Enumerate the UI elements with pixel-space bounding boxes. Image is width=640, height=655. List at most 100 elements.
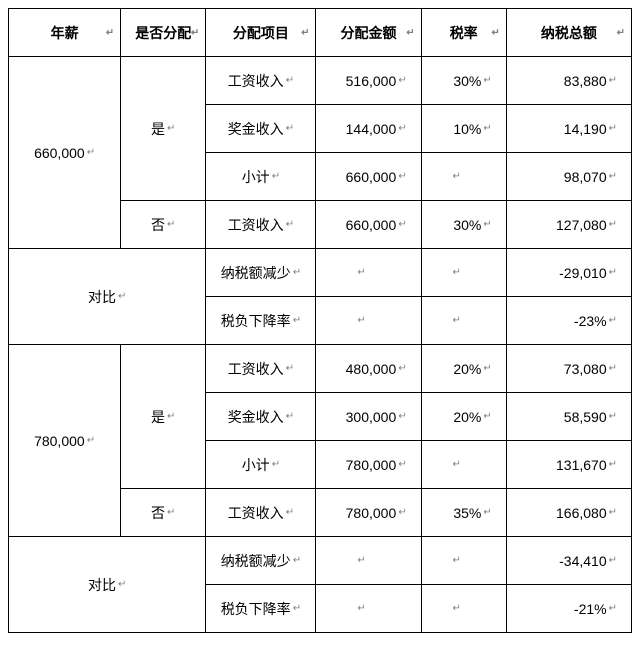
cell-text: 780,000 xyxy=(346,505,397,521)
return-glyph-icon: ↵ xyxy=(398,411,406,422)
return-glyph-icon: ↵ xyxy=(293,267,301,278)
cell-text: 83,880 xyxy=(564,73,607,89)
cell-tax: -21%↵ xyxy=(506,585,631,633)
cell-amount: ↵ xyxy=(316,297,421,345)
cell-text: 127,080 xyxy=(556,217,607,233)
return-glyph-icon: ↵ xyxy=(301,27,309,38)
return-glyph-icon: ↵ xyxy=(167,507,175,518)
return-glyph-icon: ↵ xyxy=(483,411,491,422)
cell-text: 10% xyxy=(453,121,481,137)
return-glyph-icon: ↵ xyxy=(609,315,617,326)
cell-text: 是 xyxy=(151,119,165,139)
cell-wrap: ↵ xyxy=(422,441,506,488)
cell-text: -23% xyxy=(574,313,607,329)
return-glyph-icon: ↵ xyxy=(452,315,460,326)
return-glyph-icon: ↵ xyxy=(609,75,617,86)
cell-wrap: 小计↵ xyxy=(206,441,315,488)
return-glyph-icon: ↵ xyxy=(357,603,365,614)
cell-compare-label: 对比↵ xyxy=(9,537,206,633)
cell-wrap: -29,010↵ xyxy=(507,249,631,296)
cell-wrap: 480,000↵ xyxy=(316,345,420,392)
cell-text: 14,190 xyxy=(564,121,607,137)
cell-wrap: ↵ xyxy=(422,153,506,200)
col-header-label: 分配金额 xyxy=(341,25,397,41)
cell-wrap: 780,000↵ xyxy=(9,345,120,536)
cell-wrap: ↵ xyxy=(422,297,506,344)
cell-wrap: 工资收入↵ xyxy=(206,57,315,104)
cell-wrap: 127,080↵ xyxy=(507,201,631,248)
cell-wrap: ↵ xyxy=(316,249,420,296)
cell-rate: ↵ xyxy=(421,297,506,345)
cell-wrap: ↵ xyxy=(316,585,420,632)
return-glyph-icon: ↵ xyxy=(293,603,301,614)
cell-wrap: 131,670↵ xyxy=(507,441,631,488)
col-header-item: 分配项目↵ xyxy=(206,9,316,57)
return-glyph-icon: ↵ xyxy=(398,507,406,518)
cell-amount: ↵ xyxy=(316,585,421,633)
cell-tax: 127,080↵ xyxy=(506,201,631,249)
return-glyph-icon: ↵ xyxy=(167,411,175,422)
cell-amount: ↵ xyxy=(316,537,421,585)
col-header-tax: 纳税总额↵ xyxy=(506,9,631,57)
cell-text: 否 xyxy=(151,503,165,523)
return-glyph-icon: ↵ xyxy=(609,267,617,278)
return-glyph-icon: ↵ xyxy=(272,459,280,470)
cell-text: 30% xyxy=(453,217,481,233)
cell-wrap: 否↵ xyxy=(121,489,205,536)
return-glyph-icon: ↵ xyxy=(609,219,617,230)
cell-rate: ↵ xyxy=(421,537,506,585)
cell-tax: -34,410↵ xyxy=(506,537,631,585)
cell-wrap: -23%↵ xyxy=(507,297,631,344)
cell-wrap: ↵ xyxy=(422,585,506,632)
cell-rate: 10%↵ xyxy=(421,105,506,153)
cell-wrap: 对比↵ xyxy=(9,249,205,344)
return-glyph-icon: ↵ xyxy=(118,291,126,302)
return-glyph-icon: ↵ xyxy=(609,123,617,134)
cell-amount: 516,000↵ xyxy=(316,57,421,105)
cell-wrap: 30%↵ xyxy=(422,57,506,104)
cell-wrap: 300,000↵ xyxy=(316,393,420,440)
return-glyph-icon: ↵ xyxy=(398,123,406,134)
cell-wrap: 516,000↵ xyxy=(316,57,420,104)
return-glyph-icon: ↵ xyxy=(609,459,617,470)
return-glyph-icon: ↵ xyxy=(609,603,617,614)
cell-item: 纳税额减少↵ xyxy=(206,537,316,585)
cell-rate: 20%↵ xyxy=(421,345,506,393)
return-glyph-icon: ↵ xyxy=(452,171,460,182)
cell-wrap: -21%↵ xyxy=(507,585,631,632)
cell-amount: 660,000↵ xyxy=(316,153,421,201)
cell-text: 工资收入 xyxy=(228,359,284,379)
cell-amount: 780,000↵ xyxy=(316,489,421,537)
cell-text: 516,000 xyxy=(346,73,397,89)
cell-text: 小计 xyxy=(242,455,270,475)
cell-wrap: 98,070↵ xyxy=(507,153,631,200)
cell-text: 780,000 xyxy=(346,457,397,473)
cell-text: 工资收入 xyxy=(228,71,284,91)
return-glyph-icon: ↵ xyxy=(609,555,617,566)
cell-item: 奖金收入↵ xyxy=(206,393,316,441)
return-glyph-icon: ↵ xyxy=(293,555,301,566)
return-glyph-icon: ↵ xyxy=(452,555,460,566)
cell-wrap: -34,410↵ xyxy=(507,537,631,584)
return-glyph-icon: ↵ xyxy=(398,363,406,374)
return-glyph-icon: ↵ xyxy=(483,219,491,230)
cell-text: 20% xyxy=(453,409,481,425)
return-glyph-icon: ↵ xyxy=(191,27,199,38)
cell-text: 否 xyxy=(151,215,165,235)
return-glyph-icon: ↵ xyxy=(118,579,126,590)
return-glyph-icon: ↵ xyxy=(452,267,460,278)
return-glyph-icon: ↵ xyxy=(286,411,294,422)
cell-text: 35% xyxy=(453,505,481,521)
cell-tax: 14,190↵ xyxy=(506,105,631,153)
return-glyph-icon: ↵ xyxy=(286,363,294,374)
cell-text: 小计 xyxy=(242,167,270,187)
cell-wrap: 对比↵ xyxy=(9,537,205,632)
cell-item: 工资收入↵ xyxy=(206,345,316,393)
cell-wrap: ↵ xyxy=(422,537,506,584)
return-glyph-icon: ↵ xyxy=(357,267,365,278)
return-glyph-icon: ↵ xyxy=(106,27,114,38)
cell-tax: 131,670↵ xyxy=(506,441,631,489)
cell-rate: 30%↵ xyxy=(421,57,506,105)
cell-text: 对比 xyxy=(88,575,116,595)
cell-wrap: 660,000↵ xyxy=(9,57,120,248)
